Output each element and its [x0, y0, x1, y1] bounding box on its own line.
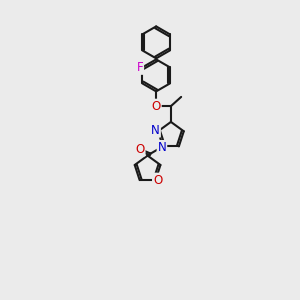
Text: F: F	[136, 61, 143, 74]
Text: N: N	[158, 141, 166, 154]
Text: N: N	[151, 124, 160, 137]
Text: O: O	[152, 100, 161, 112]
Text: O: O	[153, 174, 162, 187]
Text: O: O	[135, 142, 145, 156]
